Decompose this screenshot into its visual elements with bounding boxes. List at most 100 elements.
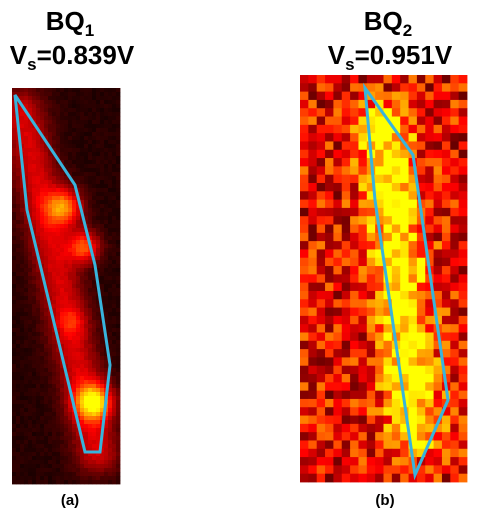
pixel	[28, 336, 33, 341]
pixel	[96, 372, 101, 377]
pixel	[64, 348, 69, 353]
pixel	[341, 241, 351, 250]
pixel	[60, 148, 65, 153]
pixel	[24, 364, 29, 369]
pixel	[56, 360, 61, 365]
pixel	[80, 140, 85, 145]
pixel	[433, 390, 443, 400]
pixel	[350, 440, 359, 450]
pixel	[358, 349, 368, 358]
pixel	[28, 416, 33, 421]
pixel	[64, 296, 69, 301]
pixel	[112, 452, 117, 457]
pixel	[64, 144, 69, 149]
pixel	[36, 384, 41, 389]
pixel	[36, 340, 41, 345]
pixel	[48, 216, 53, 221]
pixel	[416, 432, 426, 441]
pixel	[80, 312, 85, 317]
pixel	[84, 316, 89, 321]
pixel	[92, 180, 97, 185]
pixel	[441, 99, 451, 109]
pixel	[12, 212, 17, 217]
pixel	[32, 452, 37, 457]
pixel	[104, 244, 109, 249]
pixel	[100, 100, 105, 105]
pixel	[408, 365, 418, 375]
pixel	[56, 436, 61, 441]
pixel	[80, 180, 85, 185]
pixel	[16, 412, 21, 417]
pixel	[28, 452, 33, 457]
pixel	[12, 332, 17, 337]
pixel	[80, 308, 85, 313]
pixel	[64, 476, 69, 481]
pixel	[366, 398, 376, 408]
pixel	[36, 120, 41, 125]
pixel	[116, 380, 121, 385]
pixel	[84, 388, 89, 393]
pixel	[80, 372, 85, 377]
pixel	[316, 99, 326, 109]
pixel	[16, 264, 21, 269]
pixel	[450, 191, 460, 200]
pixel	[48, 120, 53, 125]
pixel	[408, 299, 418, 308]
pixel	[72, 308, 77, 313]
pixel	[52, 244, 57, 249]
pixel	[72, 268, 77, 273]
pixel	[316, 91, 326, 101]
pixel	[76, 224, 81, 229]
pixel	[52, 124, 57, 129]
pixel	[72, 260, 77, 265]
pixel	[68, 204, 73, 209]
pixel	[100, 476, 105, 481]
pixel	[316, 415, 326, 425]
pixel	[52, 292, 57, 297]
pixel	[56, 308, 61, 313]
pixel	[308, 199, 318, 209]
pixel	[416, 274, 426, 284]
pixel	[48, 392, 53, 397]
pixel	[60, 116, 65, 121]
pixel	[72, 336, 77, 341]
pixel	[60, 280, 65, 285]
pixel	[116, 200, 121, 205]
pixel	[68, 448, 73, 453]
pixel	[16, 328, 21, 333]
pixel	[108, 276, 113, 281]
pixel	[112, 304, 117, 309]
pixel	[44, 176, 49, 181]
pixel	[100, 480, 105, 485]
pixel	[24, 88, 29, 93]
pixel	[40, 416, 45, 421]
pixel	[358, 390, 368, 400]
pixel	[24, 152, 29, 157]
pixel	[28, 312, 33, 317]
pixel	[64, 252, 69, 257]
pixel	[84, 468, 89, 473]
pixel	[400, 182, 409, 192]
pixel	[64, 236, 69, 241]
pixel	[60, 368, 65, 373]
pixel	[358, 99, 368, 109]
pixel	[44, 476, 49, 481]
pixel	[44, 296, 49, 301]
pixel	[300, 216, 309, 225]
pixel	[68, 428, 73, 433]
pixel	[458, 249, 468, 259]
pixel	[72, 436, 77, 441]
pixel	[44, 248, 49, 253]
pixel	[32, 180, 37, 185]
pixel	[44, 408, 49, 413]
pixel	[300, 133, 309, 142]
pixel	[36, 212, 41, 217]
pixel	[100, 460, 105, 465]
pixel	[16, 236, 21, 241]
panel-label: (b)	[375, 492, 394, 509]
pixel	[92, 284, 97, 289]
pixel	[16, 316, 21, 321]
pixel	[425, 398, 434, 408]
pixel	[48, 332, 53, 337]
pixel	[28, 428, 33, 433]
